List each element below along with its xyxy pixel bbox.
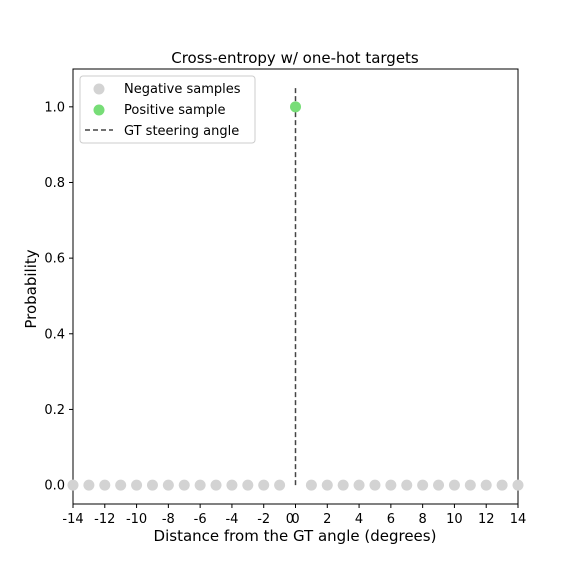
negative-sample-point bbox=[115, 479, 127, 491]
x-tick-label: 6 bbox=[387, 512, 395, 527]
x-tick-label: -14 bbox=[62, 512, 83, 527]
x-tick-label: -8 bbox=[162, 512, 175, 527]
legend-gt-label: GT steering angle bbox=[124, 124, 239, 139]
y-axis-label: Probability bbox=[22, 249, 40, 328]
legend: Negative samples Positive sample GT stee… bbox=[79, 75, 256, 144]
negative-sample-point bbox=[337, 479, 349, 491]
x-tick-label: 4 bbox=[355, 512, 363, 527]
legend-positive-marker bbox=[93, 104, 105, 116]
negative-sample-point bbox=[242, 479, 254, 491]
negative-sample-point bbox=[321, 479, 333, 491]
negative-sample-point bbox=[512, 479, 524, 491]
negative-sample-point bbox=[385, 479, 397, 491]
x-tick-label: 14 bbox=[510, 512, 527, 527]
negative-sample-point bbox=[401, 479, 413, 491]
x-tick-label: 12 bbox=[478, 512, 495, 527]
negative-sample-point bbox=[353, 479, 365, 491]
y-tick-label: 0.6 bbox=[44, 252, 65, 267]
positive-sample-point bbox=[290, 101, 301, 113]
legend-negative-label: Negative samples bbox=[124, 82, 241, 97]
legend-positive-label: Positive sample bbox=[124, 103, 226, 118]
negative-sample-point bbox=[448, 479, 460, 491]
plot-marks bbox=[67, 87, 524, 491]
y-axis-ticks: 0.0 0.2 0.4 0.6 0.8 1.0 bbox=[44, 100, 73, 494]
negative-sample-point bbox=[131, 479, 143, 491]
negative-sample-point bbox=[162, 479, 174, 491]
negative-sample-point bbox=[83, 479, 95, 491]
negative-sample-point bbox=[178, 479, 190, 491]
y-tick-label: 0.2 bbox=[44, 403, 65, 418]
negative-sample-point bbox=[194, 479, 206, 491]
negative-sample-point bbox=[305, 479, 317, 491]
negative-sample-point bbox=[146, 479, 158, 491]
chart-title: Cross-entropy w/ one-hot targets bbox=[171, 49, 419, 67]
x-tick-label: -6 bbox=[194, 512, 207, 527]
y-tick-label: 0.0 bbox=[44, 479, 65, 494]
negative-sample-point bbox=[417, 479, 429, 491]
x-tick-label: 2 bbox=[323, 512, 331, 527]
negative-sample-point bbox=[433, 479, 445, 491]
x-tick-label: -10 bbox=[126, 512, 147, 527]
x-tick-label: 10 bbox=[446, 512, 463, 527]
legend-negative-marker bbox=[93, 83, 105, 95]
legend-box bbox=[79, 75, 256, 144]
y-tick-label: 0.8 bbox=[44, 176, 65, 191]
negative-sample-point bbox=[369, 479, 381, 491]
negative-sample-point bbox=[226, 479, 238, 491]
negative-sample-point bbox=[480, 479, 492, 491]
x-axis-ticks: -14 -12 -10 -8 -6 -4 -2 00 2 4 6 8 10 12 14 bbox=[62, 504, 526, 527]
x-tick-label: -4 bbox=[225, 512, 238, 527]
x-tick-label: 8 bbox=[419, 512, 427, 527]
negative-sample-point bbox=[258, 479, 270, 491]
negative-sample-point bbox=[210, 479, 222, 491]
negative-sample-point bbox=[496, 479, 508, 491]
x-tick-label: 0 bbox=[291, 512, 299, 527]
x-tick-label: -2 bbox=[257, 512, 270, 527]
y-tick-label: 0.4 bbox=[44, 327, 65, 342]
y-tick-label: 1.0 bbox=[44, 100, 65, 115]
negative-sample-point bbox=[274, 479, 286, 491]
negative-sample-point bbox=[464, 479, 476, 491]
negative-sample-point bbox=[67, 479, 79, 491]
x-tick-label: 0 bbox=[286, 512, 294, 527]
x-axis-label: Distance from the GT angle (degrees) bbox=[154, 527, 437, 545]
negative-sample-point bbox=[99, 479, 111, 491]
x-tick-label: -12 bbox=[94, 512, 115, 527]
